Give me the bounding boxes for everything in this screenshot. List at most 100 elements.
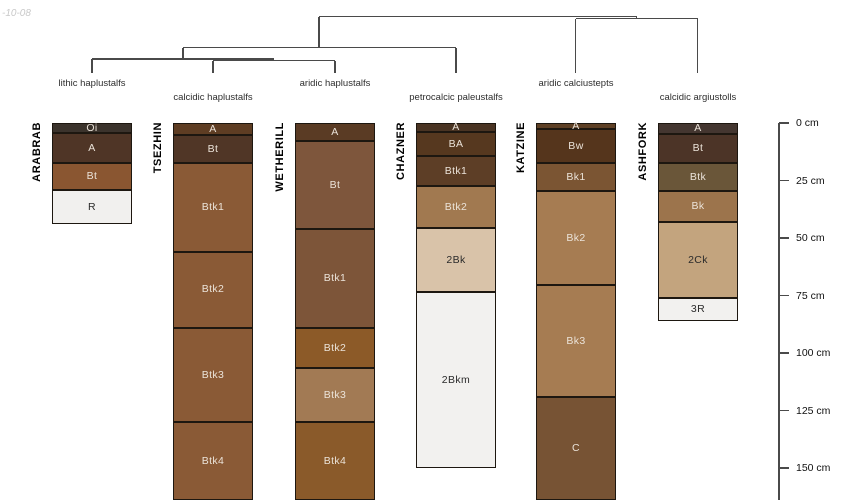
horizon-a: A — [536, 119, 616, 132]
horizon-label: A — [572, 119, 580, 132]
horizon-bt: Bt — [173, 134, 253, 164]
horizon-label: Bk1 — [566, 170, 586, 183]
horizon-btk1: Btk1 — [295, 228, 375, 328]
horizon-bw: Bw — [536, 128, 616, 164]
horizon-2ck: 2Ck — [658, 221, 738, 298]
horizon-bk: Bk — [658, 190, 738, 222]
horizon-btk2: Btk2 — [173, 251, 253, 328]
horizon-label: R — [88, 200, 96, 213]
horizon-oi: Oi — [52, 121, 132, 134]
horizon-label: Btk1 — [201, 201, 225, 214]
horizon-bk3: Bk3 — [536, 285, 616, 397]
cluster-label: aridic calciustepts — [538, 78, 614, 89]
horizon-label: Btk3 — [323, 388, 347, 401]
horizon-2bkm: 2Bkm — [416, 292, 496, 468]
horizon-a: A — [52, 133, 132, 164]
depth-tick — [779, 352, 789, 354]
horizon-label: Btk2 — [323, 341, 347, 354]
horizon-label: Oi — [86, 121, 98, 134]
horizon-btk2: Btk2 — [416, 186, 496, 228]
horizon-a: A — [416, 121, 496, 134]
dendrogram-segment — [635, 16, 638, 19]
horizon-label: Bk — [691, 200, 705, 213]
cluster-label: petrocalcic paleustalfs — [409, 92, 503, 103]
dendrogram-segment — [212, 60, 214, 73]
dendrogram-segment — [213, 59, 335, 62]
horizon-bt: Bt — [658, 134, 738, 164]
dendrogram-segment — [696, 18, 699, 73]
horizon-label: Btk2 — [444, 200, 468, 213]
horizon-label: Btk1 — [323, 271, 347, 284]
horizon-bk2: Bk2 — [536, 190, 616, 286]
horizon-3r: 3R — [658, 297, 738, 321]
depth-tick-label: 0 cm — [796, 117, 819, 129]
depth-tick-label: 75 cm — [796, 289, 825, 302]
dendrogram-segment — [455, 47, 457, 73]
horizon-label: Btk — [689, 170, 707, 183]
depth-tick-label: 125 cm — [796, 404, 831, 417]
dendrogram-segment — [334, 60, 336, 73]
horizon-label: A — [452, 121, 460, 134]
depth-tick-label: 50 cm — [796, 232, 825, 244]
horizon-btk1: Btk1 — [416, 156, 496, 187]
dendrogram-segment — [575, 17, 698, 20]
horizon-a: A — [173, 123, 253, 135]
horizon-label: C — [572, 442, 580, 455]
horizon-label: Btk4 — [323, 454, 347, 467]
depth-tick-label: 150 cm — [796, 462, 831, 474]
horizon-label: Bt — [329, 178, 341, 191]
horizon-bk1: Bk1 — [536, 163, 616, 191]
cluster-label: lithic haplustalfs — [58, 78, 126, 89]
dendrogram-segment — [183, 46, 456, 49]
dendrogram-segment — [91, 59, 93, 73]
horizon-label: Btk3 — [201, 368, 225, 381]
horizon-btk: Btk — [658, 163, 738, 191]
depth-tick-label: 100 cm — [796, 347, 831, 359]
horizon-label: 2Bk — [446, 253, 466, 266]
profile-name-label: CHAZNER — [395, 121, 407, 180]
horizon-btk3: Btk3 — [295, 367, 375, 422]
profile-name-label: ASHFORK — [637, 121, 649, 181]
dendrogram-segment — [319, 15, 637, 18]
depth-tick-label: 25 cm — [796, 174, 825, 187]
horizon-bt: Bt — [52, 163, 132, 190]
horizon-label: A — [88, 142, 96, 155]
date-stamp: -10-08 — [2, 8, 31, 19]
horizon-label: Bw — [568, 139, 584, 152]
depth-tick — [779, 467, 789, 469]
horizon-btk4: Btk4 — [173, 422, 253, 500]
horizon-label: Bk3 — [566, 334, 586, 347]
cluster-label: calcidic haplustalfs — [173, 92, 253, 103]
profile-name-label: ARABRAB — [31, 121, 43, 182]
horizon-btk4: Btk4 — [295, 422, 375, 500]
dendrogram-segment — [182, 47, 184, 59]
horizon-label: Bk2 — [566, 231, 586, 244]
cluster-label: aridic haplustalfs — [299, 78, 371, 89]
horizon-2bk: 2Bk — [416, 227, 496, 293]
depth-tick — [779, 122, 789, 124]
depth-tick — [779, 294, 789, 297]
horizon-label: Btk1 — [444, 165, 468, 178]
profile-name-label: TSEZHIN — [152, 121, 164, 173]
horizon-label: A — [331, 125, 339, 138]
horizon-btk3: Btk3 — [173, 327, 253, 422]
depth-tick — [779, 237, 789, 239]
horizon-label: Btk2 — [201, 283, 225, 296]
horizon-label: 2Bkm — [441, 373, 471, 386]
horizon-label: 2Ck — [688, 253, 708, 266]
horizon-r: R — [52, 189, 132, 225]
horizon-a: A — [295, 123, 375, 142]
cluster-label: calcidic argiustolls — [659, 92, 737, 103]
dendrogram-segment — [574, 18, 577, 73]
horizon-label: Btk4 — [201, 454, 225, 467]
horizon-label: A — [694, 122, 702, 135]
horizon-btk1: Btk1 — [173, 163, 253, 252]
depth-axis-line — [778, 123, 780, 500]
horizon-label: Bt — [692, 142, 704, 155]
horizon-label: BA — [448, 138, 464, 150]
dendrogram-segment — [92, 58, 274, 60]
horizon-label: Bt — [207, 142, 219, 155]
horizon-c: C — [536, 396, 616, 500]
horizon-ba: BA — [416, 132, 496, 157]
